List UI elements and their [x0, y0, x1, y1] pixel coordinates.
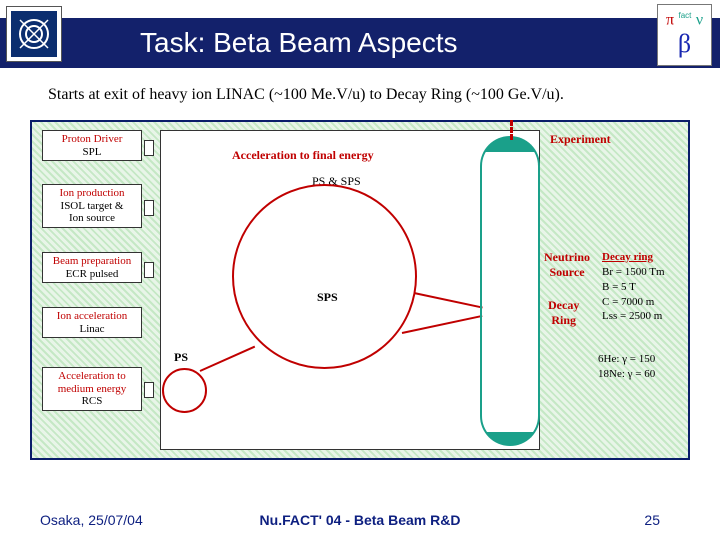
label-decay-ring: Decay Ring — [548, 298, 579, 328]
label-neutrino-source: Neutrino Source — [544, 250, 590, 280]
subtitle: Starts at exit of heavy ion LINAC (~100 … — [48, 86, 564, 104]
title-bar: Task: Beta Beam Aspects — [0, 18, 720, 68]
stage-accel-medium: Acceleration to medium energy RCS — [42, 367, 142, 411]
gamma-params: 6He: γ = 150 18Ne: γ = 60 — [598, 352, 680, 382]
label-accel-final: Acceleration to final energy — [232, 148, 374, 163]
page-number: 25 — [644, 512, 660, 528]
diagram-area: Proton Driver SPL Ion production ISOL ta… — [30, 120, 690, 460]
connector-2 — [144, 200, 154, 216]
decay-ring — [480, 136, 540, 446]
label-ps: PS — [174, 350, 188, 365]
footer-title: Nu.FACT' 04 - Beta Beam R&D — [0, 512, 720, 528]
experiment-beam-icon — [510, 120, 513, 140]
connector-3 — [144, 262, 154, 278]
ps-ring — [162, 368, 207, 413]
stage-proton-driver: Proton Driver SPL — [42, 130, 142, 161]
stage-beam-prep: Beam preparation ECR pulsed — [42, 252, 142, 283]
connector-5 — [144, 382, 154, 398]
logo-row1: π fact ν — [666, 11, 703, 29]
logo-beta: β — [678, 29, 691, 59]
stage-ion-accel: Ion acceleration Linac — [42, 307, 142, 338]
decay-ring-params: Decay ring Br = 1500 Tm B = 5 T C = 7000… — [602, 250, 680, 324]
connector-1 — [144, 140, 154, 156]
sps-ring — [232, 184, 417, 369]
label-sps: SPS — [317, 290, 338, 305]
beta-logo: π fact ν β — [657, 4, 712, 66]
label-experiment: Experiment — [550, 132, 611, 147]
page-title: Task: Beta Beam Aspects — [140, 27, 458, 59]
stage-ion-production: Ion production ISOL target & Ion source — [42, 184, 142, 228]
cern-logo — [6, 6, 62, 62]
